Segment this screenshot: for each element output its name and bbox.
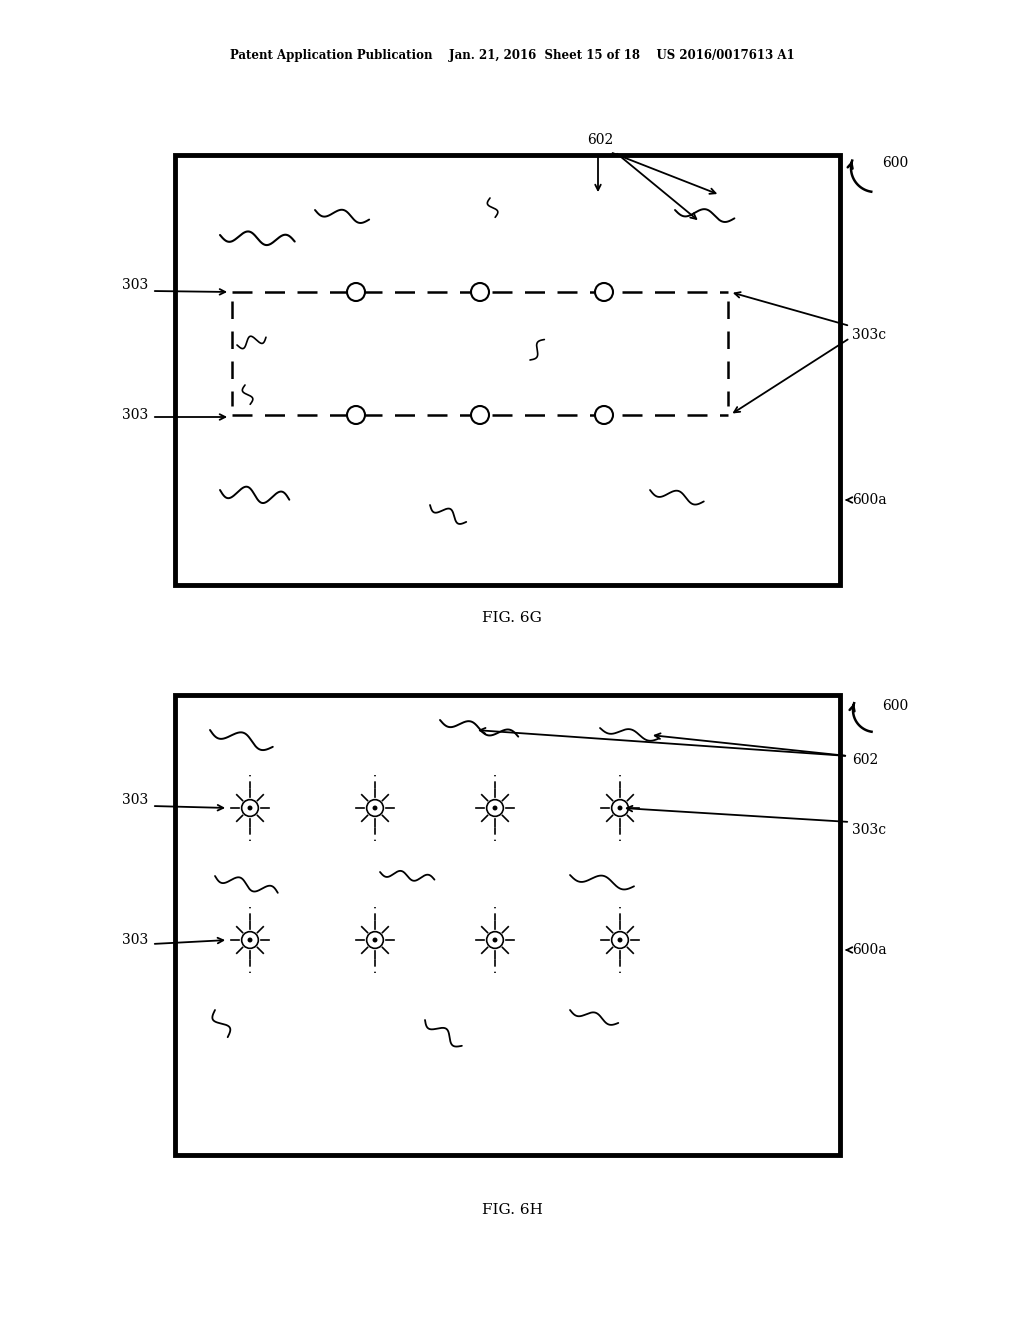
Text: 600a: 600a bbox=[852, 942, 887, 957]
Circle shape bbox=[471, 407, 489, 424]
Text: 600a: 600a bbox=[852, 492, 887, 507]
Circle shape bbox=[471, 282, 489, 301]
Text: 303: 303 bbox=[122, 933, 148, 946]
Circle shape bbox=[248, 807, 252, 809]
Circle shape bbox=[373, 807, 377, 809]
Circle shape bbox=[347, 407, 365, 424]
Text: 303c: 303c bbox=[852, 822, 886, 837]
Circle shape bbox=[373, 939, 377, 941]
Circle shape bbox=[347, 282, 365, 301]
Text: 600: 600 bbox=[882, 700, 908, 713]
Text: 303: 303 bbox=[122, 279, 148, 292]
Text: 602: 602 bbox=[587, 133, 613, 147]
Circle shape bbox=[494, 807, 497, 809]
Text: FIG. 6G: FIG. 6G bbox=[482, 611, 542, 624]
Circle shape bbox=[595, 282, 613, 301]
Bar bbox=[175, 696, 840, 1155]
Circle shape bbox=[595, 407, 613, 424]
Circle shape bbox=[494, 939, 497, 941]
Text: Patent Application Publication    Jan. 21, 2016  Sheet 15 of 18    US 2016/00176: Patent Application Publication Jan. 21, … bbox=[229, 49, 795, 62]
Text: FIG. 6H: FIG. 6H bbox=[481, 1203, 543, 1217]
Circle shape bbox=[618, 939, 622, 941]
Bar bbox=[175, 154, 840, 585]
Circle shape bbox=[248, 939, 252, 941]
Circle shape bbox=[618, 807, 622, 809]
Text: 303: 303 bbox=[122, 793, 148, 807]
Text: 303: 303 bbox=[122, 408, 148, 422]
Text: 303c: 303c bbox=[852, 327, 886, 342]
Text: 600: 600 bbox=[882, 156, 908, 170]
Text: 602: 602 bbox=[852, 752, 879, 767]
